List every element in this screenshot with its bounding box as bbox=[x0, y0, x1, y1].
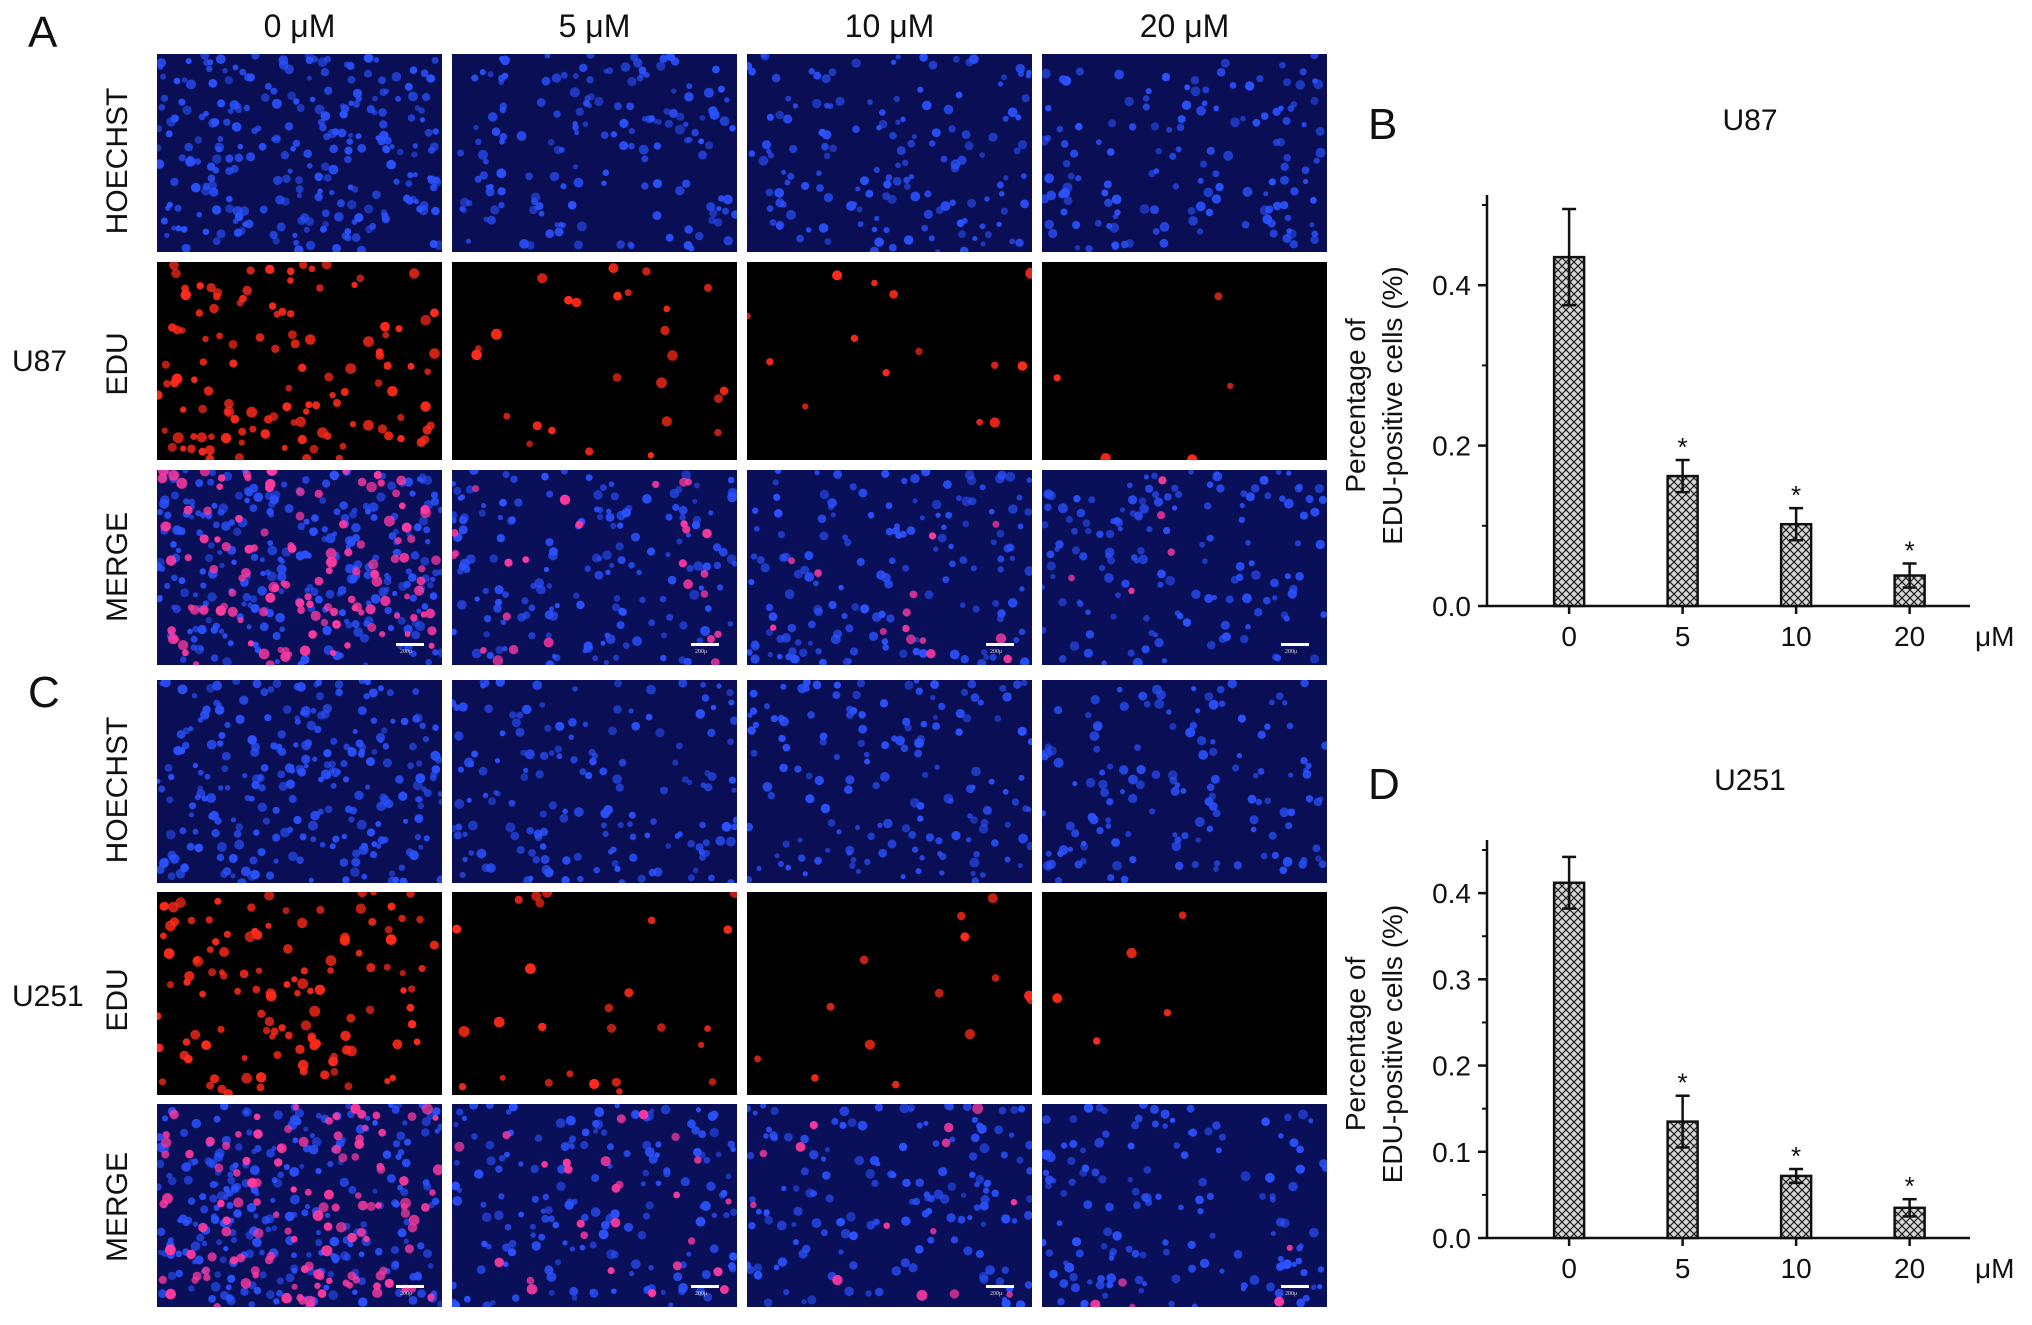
scale-bar bbox=[691, 1285, 719, 1288]
significance-mark-5: * bbox=[1678, 1068, 1688, 1098]
scale-bar-label: 200μ bbox=[990, 649, 1003, 655]
bar-10 bbox=[1779, 1174, 1813, 1240]
panel-letter-b: B bbox=[1368, 100, 1398, 149]
scale-bar-label: 200μ bbox=[400, 1291, 413, 1297]
micrograph-u251-merge-col0: 200μ bbox=[157, 1104, 442, 1307]
significance-mark-10: * bbox=[1791, 480, 1801, 510]
micrograph-u87-edu-col2 bbox=[747, 262, 1032, 460]
y-tick-label: 0.3 bbox=[1432, 964, 1471, 995]
x-tick-label-10: 10 bbox=[1781, 1253, 1812, 1284]
micrograph-u87-merge-col0: 200μ bbox=[157, 470, 442, 665]
y-tick-label: 0.0 bbox=[1432, 591, 1471, 622]
row-label-edu-u87: EDU bbox=[101, 332, 134, 396]
row-label-hoechst-u251: HOECHST bbox=[101, 716, 134, 864]
panel-letter-a: A bbox=[28, 8, 58, 57]
micrograph-u87-edu-col0 bbox=[157, 262, 442, 460]
micrograph-u251-edu-col3 bbox=[1042, 892, 1327, 1095]
chart-title: U251 bbox=[1714, 764, 1786, 797]
micrograph-u251-merge-col3: 200μ bbox=[1042, 1104, 1327, 1307]
x-axis-unit: μM bbox=[1975, 1253, 2014, 1284]
x-axis-unit: μM bbox=[1975, 621, 2014, 652]
significance-mark-20: * bbox=[1905, 535, 1915, 565]
x-tick-label-0: 0 bbox=[1561, 1253, 1577, 1284]
panel-letter-c: C bbox=[28, 668, 60, 717]
row-label-merge-u251: MERGE bbox=[101, 1152, 134, 1263]
scale-bar-label: 200μ bbox=[400, 649, 413, 655]
cell-line-label-u251: U251 bbox=[12, 980, 84, 1013]
micrograph-u87-merge-col2: 200μ bbox=[747, 470, 1032, 665]
micrograph-u87-hoechst-col3 bbox=[1042, 54, 1327, 252]
micrograph-u251-edu-col0 bbox=[157, 892, 442, 1095]
y-tick-label: 0.2 bbox=[1432, 1051, 1471, 1082]
y-tick-label: 0.1 bbox=[1432, 1137, 1471, 1168]
x-tick-label-5: 5 bbox=[1675, 1253, 1691, 1284]
micrograph-u251-hoechst-col1 bbox=[452, 680, 737, 883]
bar-0 bbox=[1552, 881, 1586, 1240]
micrograph-u251-hoechst-col3 bbox=[1042, 680, 1327, 883]
scale-bar bbox=[1281, 1285, 1309, 1288]
bar-5 bbox=[1666, 474, 1699, 608]
significance-mark-20: * bbox=[1905, 1171, 1915, 1201]
row-label-merge-u87: MERGE bbox=[101, 512, 134, 623]
bar-0 bbox=[1552, 255, 1586, 608]
y-tick-label: 0.4 bbox=[1432, 270, 1471, 301]
chart-u87-edu-positive: U87 0.0 0.2 0.4 Percentage of EDU-positive ce… bbox=[1340, 104, 2014, 652]
significance-mark-5: * bbox=[1678, 432, 1688, 462]
y-axis-label-line1: Percentage of bbox=[1340, 318, 1371, 493]
micrograph-u87-hoechst-col2 bbox=[747, 54, 1032, 252]
panel-letter-d: D bbox=[1368, 760, 1400, 809]
micrograph-u87-merge-col1: 200μ bbox=[452, 470, 737, 665]
y-axis-label-line2: EDU-positive cells (%) bbox=[1377, 266, 1408, 545]
scale-bar bbox=[691, 643, 719, 646]
x-tick-label-0: 0 bbox=[1561, 621, 1577, 652]
x-tick-label-10: 10 bbox=[1781, 621, 1812, 652]
significance-mark-10: * bbox=[1791, 1141, 1801, 1171]
scale-bar bbox=[1281, 643, 1309, 646]
x-tick-label-20: 20 bbox=[1894, 621, 1925, 652]
y-tick-label: 0.4 bbox=[1432, 878, 1471, 909]
micrograph-u87-edu-col1 bbox=[452, 262, 737, 460]
chart-title: U87 bbox=[1722, 104, 1777, 137]
column-header-5uM: 5 μM bbox=[558, 8, 631, 44]
cell-line-label-u87: U87 bbox=[12, 345, 68, 378]
chart-u251-edu-positive: U251 0.0 0.1 0.2 0.3 0.4 Percentage of EDU-posi… bbox=[1340, 764, 2014, 1284]
scale-bar bbox=[986, 1285, 1014, 1288]
micrograph-u251-edu-col1 bbox=[452, 892, 737, 1095]
micrograph-u87-hoechst-col1 bbox=[452, 54, 737, 252]
scale-bar-label: 200μ bbox=[695, 1291, 708, 1297]
row-label-hoechst-u87: HOECHST bbox=[101, 87, 134, 235]
scale-bar-label: 200μ bbox=[990, 1291, 1003, 1297]
micrograph-u87-edu-col3 bbox=[1042, 262, 1327, 460]
micrograph-u251-merge-col2: 200μ bbox=[747, 1104, 1032, 1307]
column-header-10uM: 10 μM bbox=[844, 8, 935, 44]
scale-bar-label: 200μ bbox=[1285, 1291, 1298, 1297]
micrograph-u251-hoechst-col2 bbox=[747, 680, 1032, 883]
micrograph-u251-hoechst-col0 bbox=[157, 680, 442, 883]
y-tick-label: 0.2 bbox=[1432, 431, 1471, 462]
scale-bar bbox=[396, 1285, 424, 1288]
scale-bar bbox=[396, 643, 424, 646]
column-header-20uM: 20 μM bbox=[1139, 8, 1230, 44]
scale-bar-label: 200μ bbox=[695, 649, 708, 655]
micrograph-u87-merge-col3: 200μ bbox=[1042, 470, 1327, 665]
row-label-edu-u251: EDU bbox=[101, 968, 134, 1032]
micrograph-u251-merge-col1: 200μ bbox=[452, 1104, 737, 1307]
micrograph-u251-edu-col2 bbox=[747, 892, 1032, 1095]
column-header-0uM: 0 μM bbox=[263, 8, 336, 44]
y-tick-label: 0.0 bbox=[1432, 1223, 1471, 1254]
y-axis-label-line1: Percentage of bbox=[1340, 957, 1371, 1132]
scale-bar-label: 200μ bbox=[1285, 649, 1298, 655]
x-tick-label-5: 5 bbox=[1675, 621, 1691, 652]
micrograph-u87-hoechst-col0 bbox=[157, 54, 442, 252]
x-tick-label-20: 20 bbox=[1894, 1253, 1925, 1284]
scale-bar bbox=[986, 643, 1014, 646]
y-axis-label-line2: EDU-positive cells (%) bbox=[1377, 905, 1408, 1184]
